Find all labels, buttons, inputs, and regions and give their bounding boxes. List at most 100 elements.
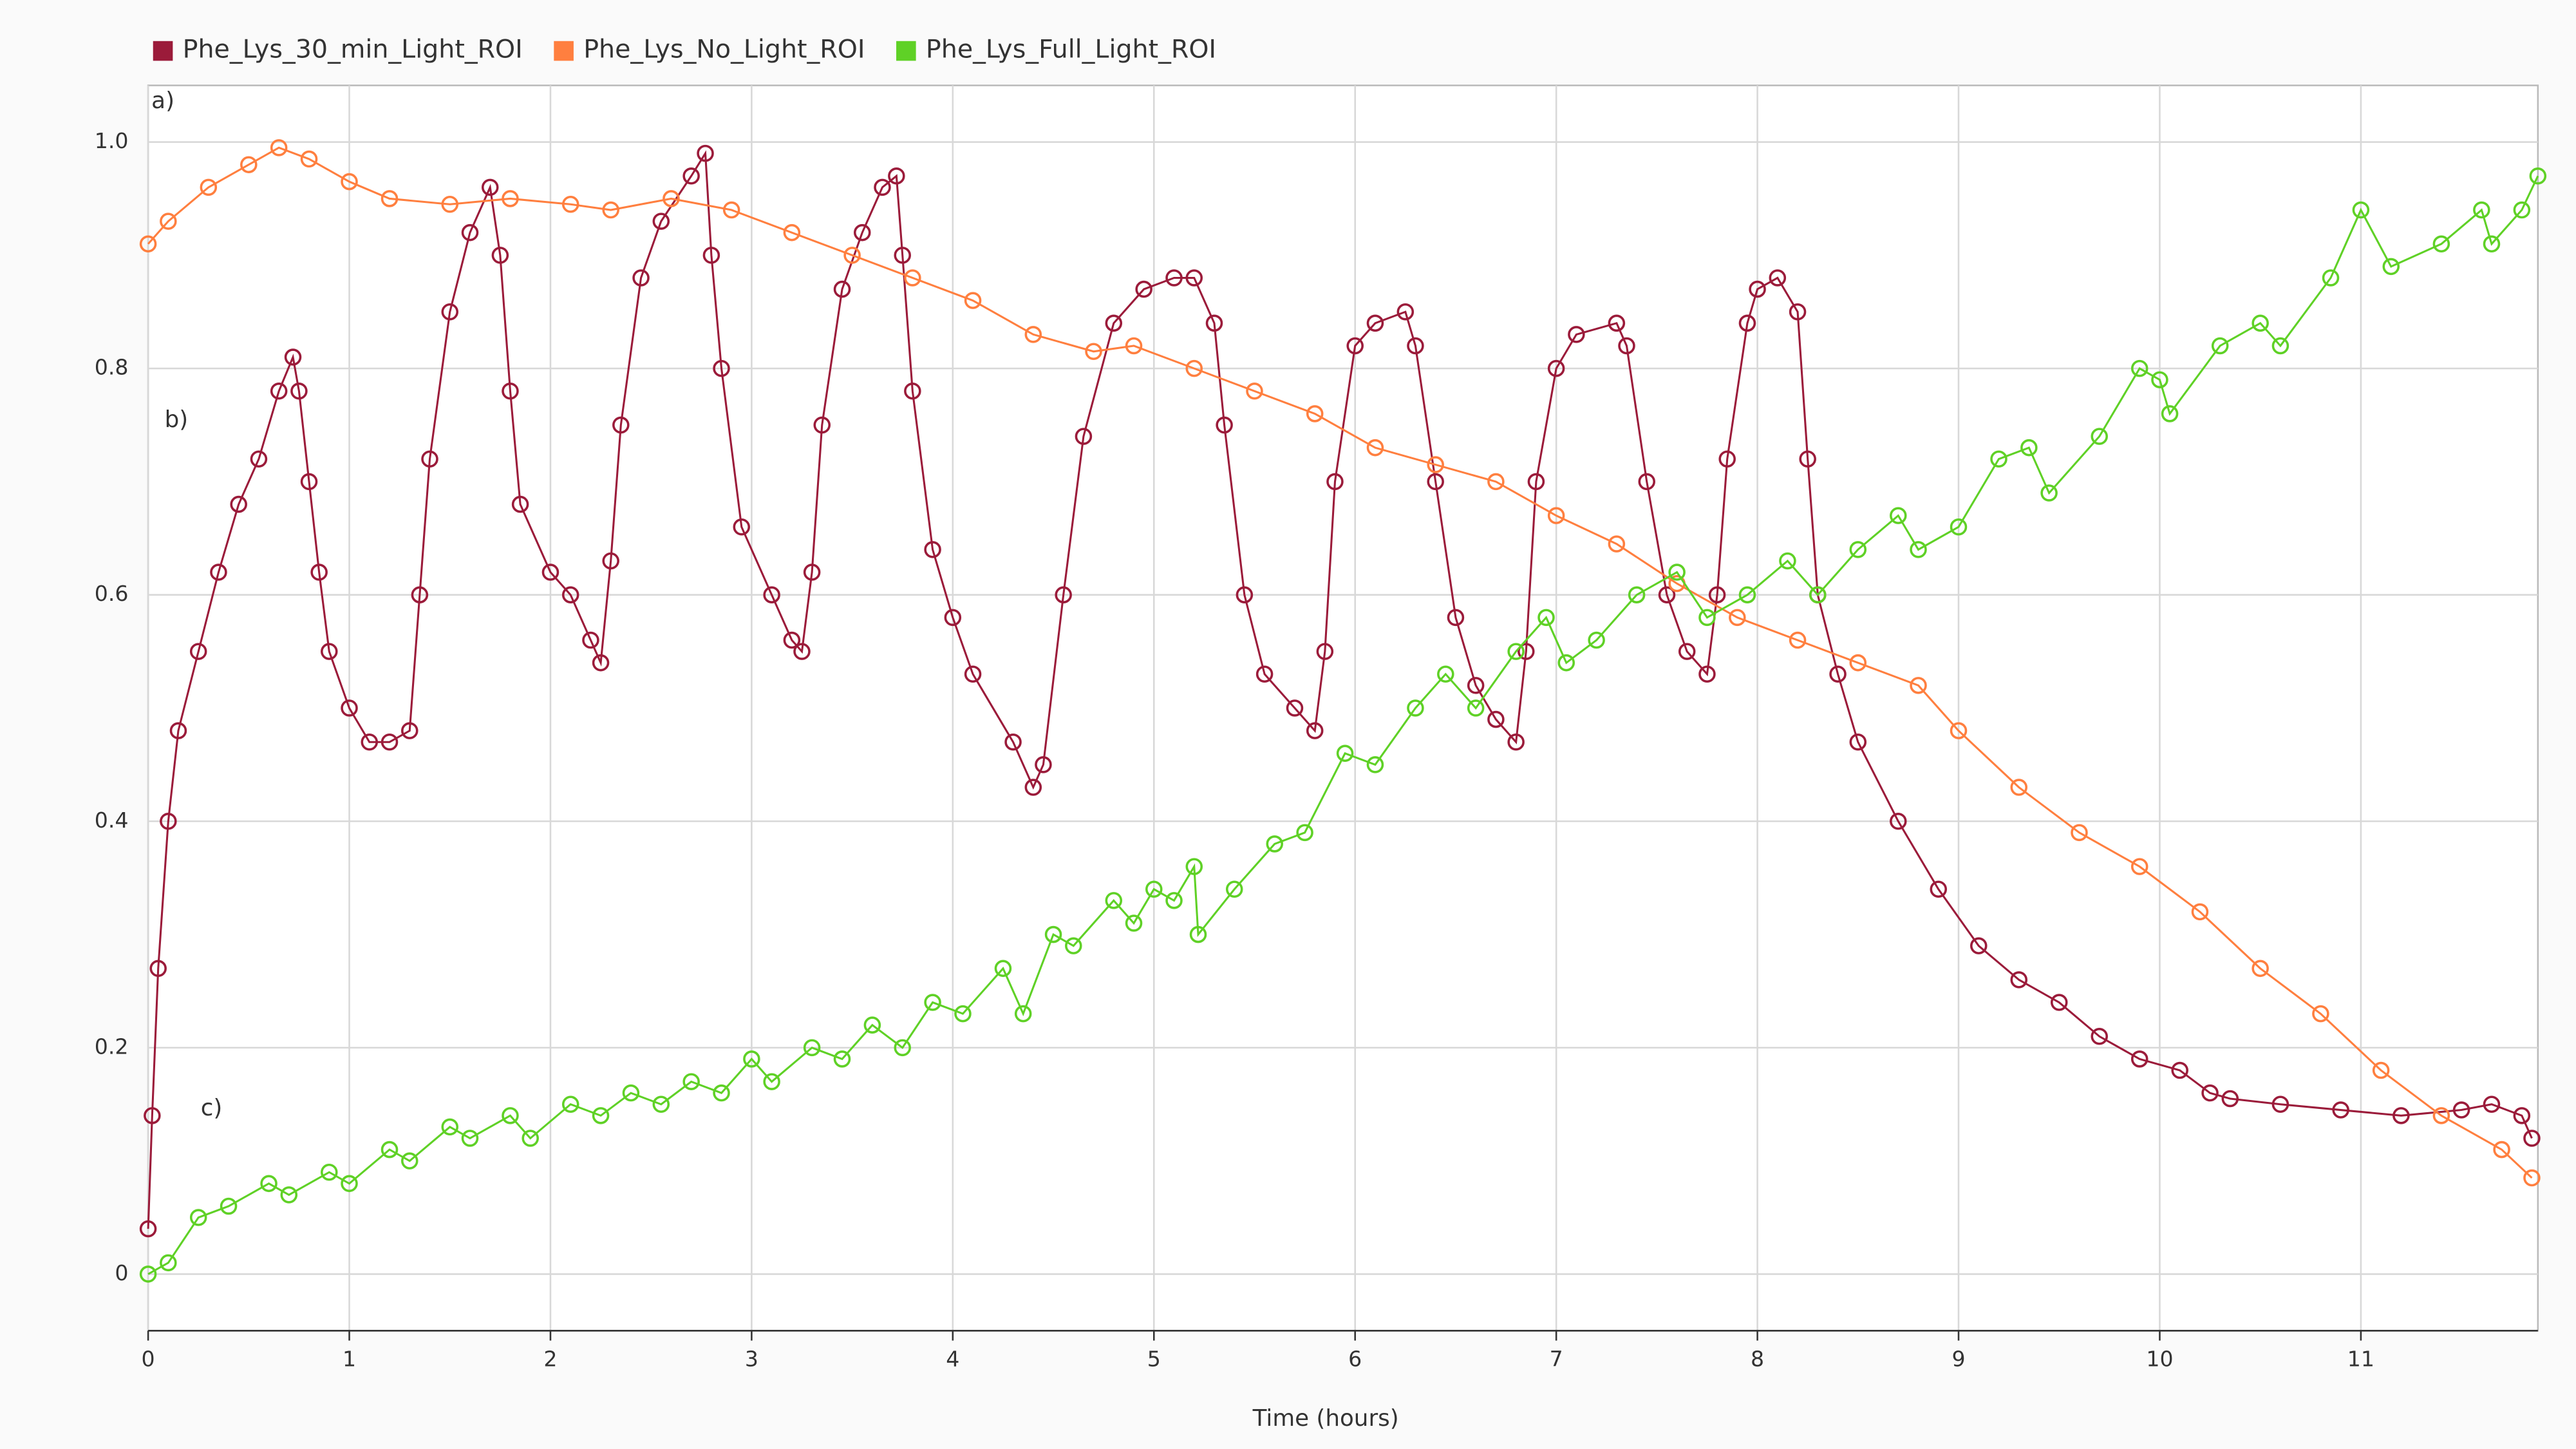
data-point (1638, 473, 1656, 491)
data-point (894, 247, 911, 264)
data-point (1366, 756, 1384, 773)
data-point (541, 564, 559, 581)
data-point (582, 631, 599, 649)
data-point (602, 552, 619, 570)
legend-swatch (896, 41, 916, 61)
data-point (2513, 1107, 2531, 1124)
data-point (411, 586, 429, 603)
data-point (652, 213, 670, 230)
x-tick-label: 2 (543, 1347, 557, 1372)
data-point (522, 1130, 539, 1147)
data-point (2221, 1090, 2239, 1108)
data-point (2352, 201, 2370, 219)
data-point (1236, 586, 1254, 603)
data-point (1346, 337, 1364, 355)
data-point (783, 631, 801, 649)
series-line (147, 150, 2533, 1229)
x-tick-label: 9 (1951, 1347, 1965, 1372)
data-point (1738, 314, 1756, 332)
data-point (1467, 699, 1485, 717)
data-point (300, 473, 318, 491)
data-point (1185, 858, 1203, 875)
data-point (220, 1197, 238, 1215)
x-tick-label: 5 (1147, 1347, 1161, 1372)
data-point (2020, 439, 2038, 457)
data-point (763, 1073, 780, 1090)
x-tick-label: 3 (745, 1347, 758, 1372)
data-point (2091, 428, 2108, 445)
series-line (147, 146, 2533, 1179)
data-point (300, 150, 318, 168)
data-point (1316, 643, 1334, 660)
series-line (147, 175, 2539, 1275)
data-point (1487, 710, 1505, 728)
data-point (1698, 609, 1716, 627)
data-point (1890, 813, 1907, 830)
data-point (622, 1084, 640, 1102)
data-point (200, 178, 218, 196)
data-point (1849, 541, 1867, 558)
data-point (1557, 654, 1575, 672)
data-point (341, 1175, 358, 1193)
data-point (341, 699, 358, 717)
data-point (260, 1175, 277, 1193)
data-point (290, 383, 308, 400)
data-point (1055, 586, 1072, 603)
data-point (1255, 665, 1274, 683)
data-point (1296, 824, 1313, 842)
data-point (964, 665, 982, 683)
data-point (944, 609, 962, 627)
data-point (160, 1254, 177, 1272)
data-point (1427, 456, 1444, 473)
y-tick-label: 0.6 (95, 581, 129, 606)
data-point (1738, 586, 1756, 603)
data-point (743, 1050, 760, 1068)
data-point (1216, 416, 1233, 434)
data-point (1336, 744, 1354, 762)
data-point (1085, 343, 1102, 361)
y-tick-label: 0.4 (95, 808, 129, 833)
data-point (843, 247, 861, 264)
x-tick-label: 10 (2146, 1347, 2173, 1372)
data-point (160, 813, 177, 830)
data-point (491, 247, 509, 264)
data-point (511, 495, 529, 513)
data-point (250, 450, 268, 468)
x-tick-label: 8 (1751, 1347, 1764, 1372)
data-point (270, 383, 288, 400)
data-point (1749, 280, 1766, 298)
data-point (1075, 428, 1093, 445)
data-point (1035, 756, 1052, 773)
data-point (1708, 586, 1726, 603)
data-point (341, 173, 358, 191)
data-point (284, 348, 302, 366)
data-point (2130, 359, 2148, 377)
data-point (874, 178, 891, 196)
y-tick-label: 1.0 (95, 128, 129, 153)
data-point (1366, 439, 1384, 457)
data-point (1769, 269, 1787, 287)
data-point (2382, 258, 2400, 276)
data-point (1849, 733, 1867, 751)
data-point (189, 1209, 207, 1226)
data-point (1447, 609, 1465, 627)
data-point (1588, 631, 1605, 649)
data-point (1396, 303, 1415, 321)
data-point (169, 722, 187, 739)
data-point (2493, 1141, 2510, 1159)
data-point (1165, 269, 1183, 287)
data-point (1135, 280, 1152, 298)
data-point (400, 722, 418, 739)
data-point (2322, 269, 2340, 287)
data-point (441, 195, 459, 213)
data-point (652, 1095, 670, 1113)
data-point (1829, 665, 1847, 683)
data-point (400, 1152, 418, 1170)
annotation: b) (165, 406, 189, 433)
data-point (783, 223, 801, 242)
data-point (733, 518, 751, 536)
data-point (481, 178, 499, 196)
data-point (381, 190, 399, 207)
data-point (2130, 1050, 2148, 1068)
y-tick-label: 0 (115, 1260, 128, 1285)
